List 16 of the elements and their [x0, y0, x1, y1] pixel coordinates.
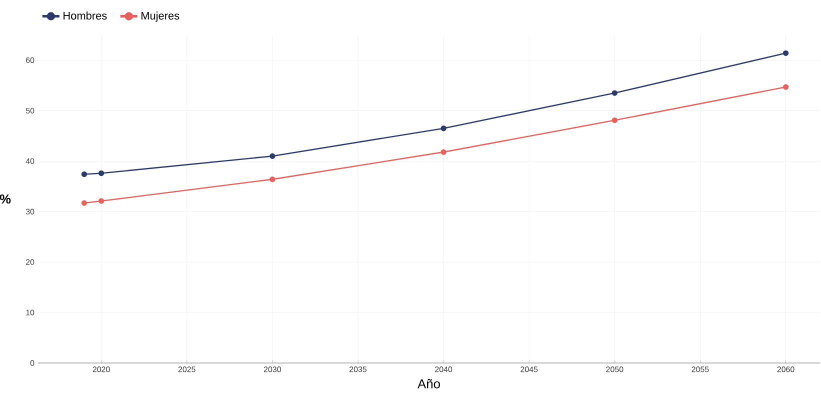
- point: [81, 200, 88, 206]
- point: [612, 90, 618, 96]
- x-axis-title: Año: [418, 378, 440, 388]
- y-axis-title: %: [0, 194, 11, 204]
- point: [81, 171, 88, 178]
- point: [782, 50, 789, 56]
- point: [612, 117, 618, 124]
- point: [270, 153, 276, 159]
- legend-label: Mujeres: [142, 12, 180, 22]
- point: [270, 176, 276, 182]
- point: [440, 126, 446, 132]
- point: [98, 170, 104, 176]
- point: [98, 198, 104, 204]
- point: [440, 149, 446, 155]
- point: [782, 84, 789, 90]
- legend-label: Hombres: [64, 12, 107, 20]
